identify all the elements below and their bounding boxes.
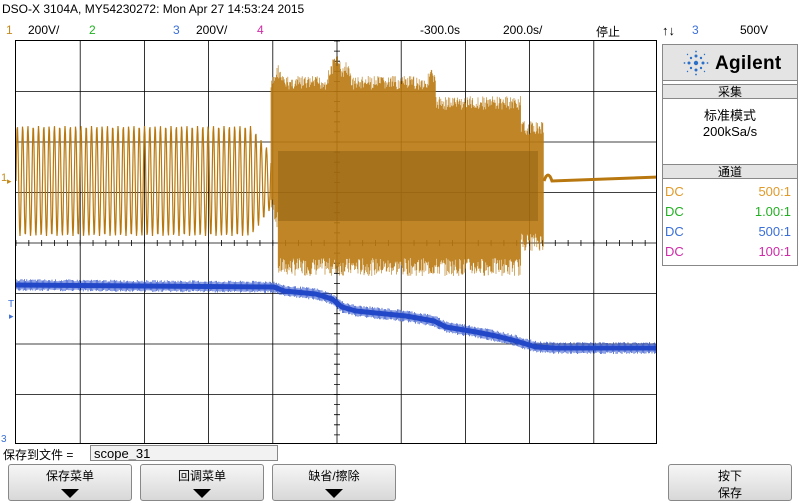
brand-header: Agilent: [663, 45, 797, 81]
default-erase-label: 缺省/擦除: [308, 469, 359, 483]
ch1-number: 1: [6, 23, 13, 37]
channel-header: 通道: [663, 164, 797, 179]
channel-row-2: DC 1.00:1: [663, 204, 797, 224]
ch3-ground-marker[interactable]: 3: [1, 434, 7, 445]
ch3-trace: [16, 285, 657, 348]
ch1-trace-flat: [544, 175, 657, 181]
ch1-ground-arrow-icon: ▸: [7, 176, 12, 187]
ch4-number: 4: [257, 23, 264, 37]
trigger-level-marker[interactable]: T: [8, 299, 14, 310]
trigger-source: 3: [692, 23, 699, 37]
info-panel: Agilent 采集 标准模式 200kSa/s 通道 DC 500:1 DC …: [662, 44, 798, 266]
press-save-softkey[interactable]: 按下 保存: [668, 464, 792, 501]
acquisition-header: 采集: [663, 84, 797, 99]
ch2-number: 2: [89, 23, 96, 37]
ch3-probe: 500:1: [758, 224, 791, 239]
trigger-arrow-icon: ▸: [9, 311, 14, 322]
down-arrow-icon: [193, 489, 211, 498]
sample-rate: 200kSa/s: [663, 124, 797, 139]
down-arrow-icon: [325, 489, 343, 498]
channel-row-4: DC 100:1: [663, 244, 797, 264]
waveform-canvas: [16, 41, 657, 444]
brand-name: Agilent: [715, 53, 782, 75]
file-name-input[interactable]: [90, 445, 278, 461]
recall-menu-label: 回调菜单: [178, 469, 226, 483]
ch2-probe: 1.00:1: [755, 204, 791, 219]
window-title: DSO-X 3104A, MY54230272: Mon Apr 27 14:5…: [2, 2, 304, 16]
run-state: 停止: [596, 23, 620, 40]
ch2-coupling: DC: [665, 204, 684, 219]
ch1-scale[interactable]: 200V/: [28, 23, 59, 37]
ch3-scale[interactable]: 200V/: [196, 23, 227, 37]
ch1-probe: 500:1: [758, 184, 791, 199]
waveform-display[interactable]: [15, 40, 657, 444]
channel-row-3: DC 500:1: [663, 224, 797, 244]
ch1-trace-core: [278, 151, 538, 221]
acquisition-mode: 标准模式: [663, 105, 797, 124]
recall-menu-softkey[interactable]: 回调菜单: [140, 464, 264, 501]
press-save-label: 按下: [669, 467, 791, 484]
ch3-coupling: DC: [665, 224, 684, 239]
default-erase-softkey[interactable]: 缺省/擦除: [272, 464, 396, 501]
time-delay[interactable]: -300.0s: [420, 23, 460, 37]
ch1-coupling: DC: [665, 184, 684, 199]
ch1-trace-sine: [16, 126, 271, 236]
ch4-probe: 100:1: [758, 244, 791, 259]
ch3-number: 3: [173, 23, 180, 37]
trigger-level[interactable]: 500V: [740, 23, 768, 37]
ch3-trace-noise: [16, 279, 657, 354]
time-scale[interactable]: 200.0s/: [503, 23, 542, 37]
down-arrow-icon: [61, 489, 79, 498]
save-menu-softkey[interactable]: 保存菜单: [8, 464, 132, 501]
press-save-sublabel: 保存: [669, 484, 791, 501]
ch4-coupling: DC: [665, 244, 684, 259]
save-to-file-label: 保存到文件 =: [3, 446, 73, 463]
agilent-spark-icon: [683, 50, 709, 76]
channel-row-1: DC 500:1: [663, 184, 797, 204]
save-menu-label: 保存菜单: [46, 469, 94, 483]
trigger-slope-icon: ↑↓: [662, 23, 675, 38]
